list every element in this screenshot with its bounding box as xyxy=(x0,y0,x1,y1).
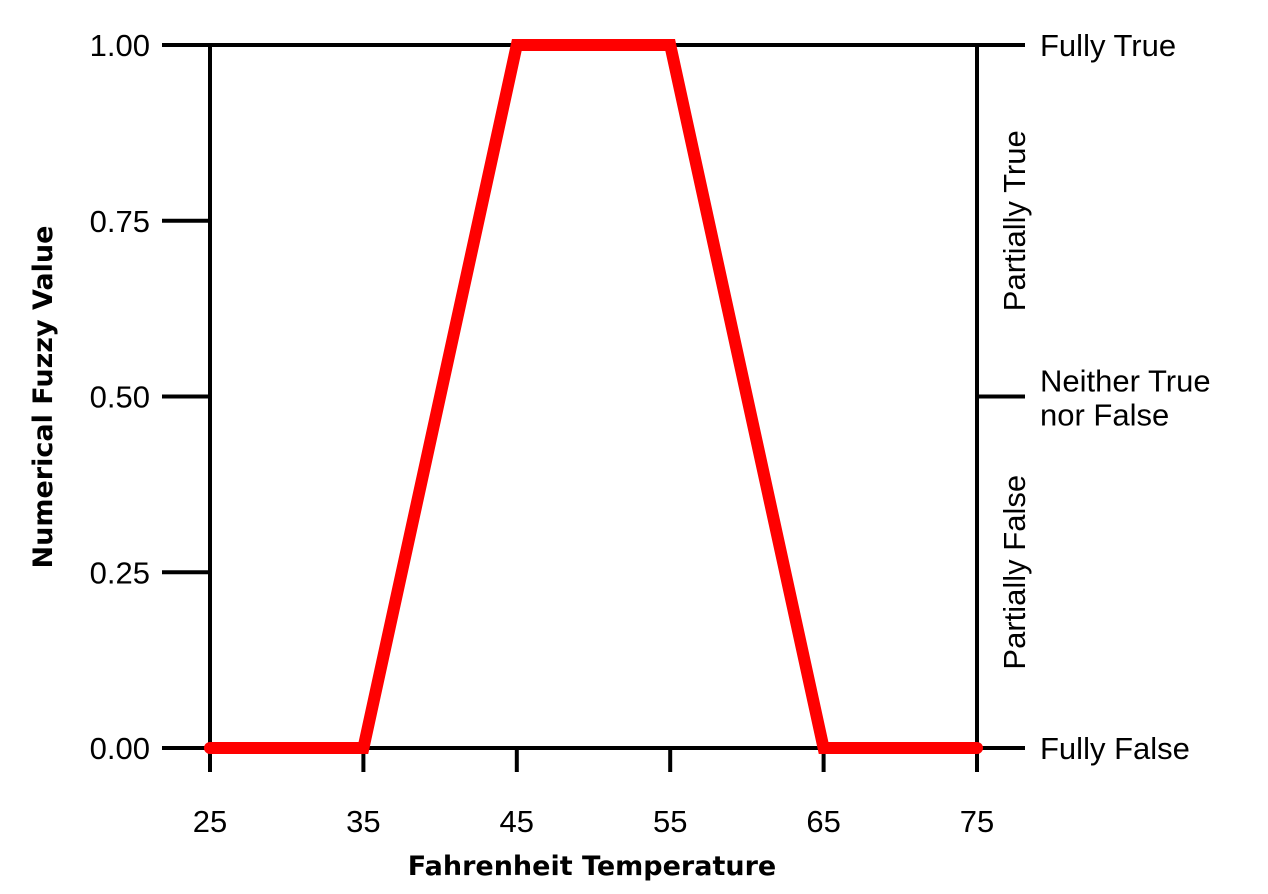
right-axis-label-2: Fully False xyxy=(1040,731,1190,766)
region-label-1: Partially False xyxy=(997,475,1032,670)
right-axis-label-0: Fully True xyxy=(1040,28,1176,63)
series-group xyxy=(204,39,983,754)
y-tick-label-4: 1.00 xyxy=(90,28,150,63)
right-axis-label-line: nor False xyxy=(1040,398,1169,433)
x-tick-label-0: 25 xyxy=(193,804,227,839)
y-tick-label-3: 0.75 xyxy=(90,204,150,239)
x-tick-label-2: 45 xyxy=(500,804,534,839)
right-axis-label-line: Neither True xyxy=(1040,364,1211,399)
axes-group xyxy=(162,43,1025,772)
region-label-0: Partially True xyxy=(997,130,1032,311)
x-tick-label-3: 55 xyxy=(653,804,687,839)
labels-group: 0.00 0.25 0.50 0.75 1.00 25 35 45 55 65 75 Fully Tr… xyxy=(90,28,1211,839)
y-axis-title: Numerical Fuzzy Value xyxy=(28,226,59,569)
right-axis-label-line: Fully False xyxy=(1040,731,1190,766)
y-tick-label-2: 0.50 xyxy=(90,380,150,415)
right-axis-label-line: Fully True xyxy=(1040,28,1176,63)
series-line-0 xyxy=(204,39,983,754)
y-tick-label-0: 0.00 xyxy=(90,731,150,766)
x-tick-label-4: 65 xyxy=(806,804,840,839)
y-tick-label-1: 0.25 xyxy=(90,555,150,590)
right-axis-label-1: Neither True nor False xyxy=(1040,364,1211,433)
x-axis-title: Fahrenheit Temperature xyxy=(408,851,776,882)
x-tick-label-1: 35 xyxy=(346,804,380,839)
x-tick-label-5: 75 xyxy=(960,804,994,839)
